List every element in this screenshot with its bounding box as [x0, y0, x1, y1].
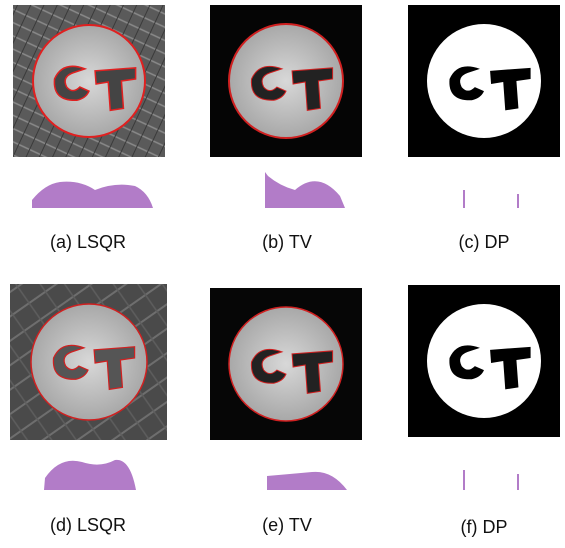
caption: (a) LSQR: [50, 232, 126, 252]
caption: (d) LSQR: [50, 515, 126, 535]
panel-image: [408, 285, 560, 437]
panel-image: [408, 5, 560, 157]
panel-image: [13, 5, 165, 157]
caption: (b) TV: [262, 232, 312, 252]
figure: (a) LSQR (b) TV (c) DP (d) LSQR (e) TV (…: [0, 0, 565, 543]
caption: (e) TV: [262, 515, 312, 535]
panel-image: [210, 5, 362, 157]
caption: (f) DP: [461, 517, 508, 537]
panel-image: [210, 288, 362, 440]
panel-image: [10, 284, 167, 440]
caption: (c) DP: [459, 232, 510, 252]
